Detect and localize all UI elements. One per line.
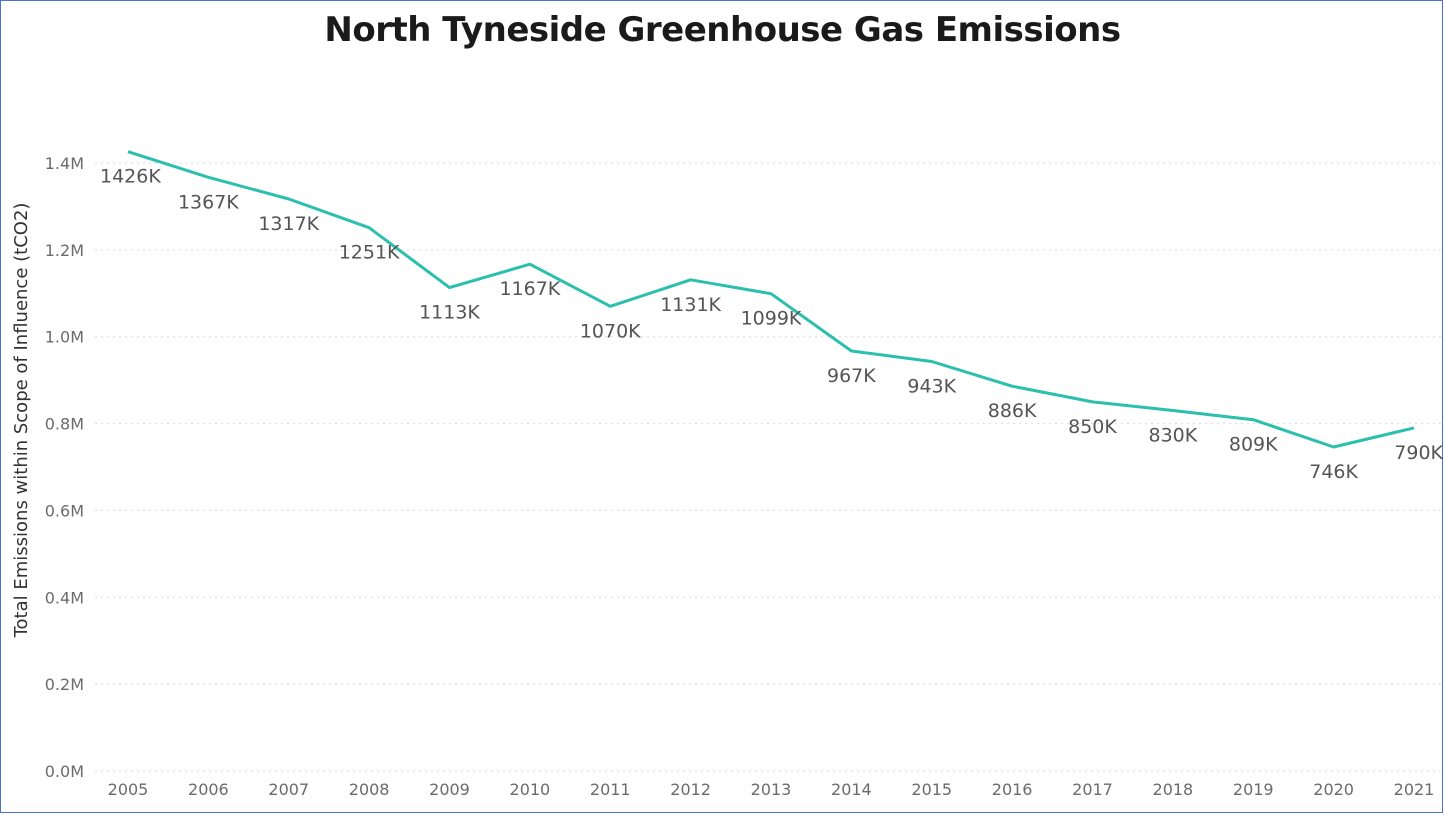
y-tick-label: 1.2M [45,241,84,260]
series-line [127,150,1415,449]
data-label: 943K [907,375,956,397]
x-tick-label: 2013 [751,780,792,799]
data-label: 850K [1068,416,1117,438]
data-label: 1099K [741,308,802,330]
x-tick-label: 2014 [831,780,872,799]
y-tick-label: 0.4M [45,588,84,607]
y-tick-label: 0.8M [45,415,84,434]
data-label: 1367K [178,191,239,213]
x-tick-label: 2015 [911,780,952,799]
data-label: 1167K [499,278,560,300]
x-axis-ticks: 2005 2006 2007 2008 2009 2010 2011 2012 2013 2014… [108,780,1435,799]
x-tick-label: 2008 [349,780,390,799]
y-tick-label: 0.6M [45,501,84,520]
data-label: 1251K [339,242,400,264]
data-label: 967K [827,365,876,387]
x-tick-label: 2007 [268,780,309,799]
y-tick-label: 0.0M [45,762,84,781]
x-tick-label: 2006 [188,780,229,799]
y-tick-label: 0.2M [45,675,84,694]
y-tick-label: 1.4M [45,154,84,173]
data-label: 746K [1309,461,1358,483]
series-line-group [127,150,1415,449]
y-axis-title: Total Emissions within Scope of Influenc… [11,203,32,639]
data-label: 1113K [419,302,480,324]
x-tick-label: 2010 [510,780,551,799]
x-tick-label: 2016 [992,780,1033,799]
data-label: 1317K [258,213,319,235]
y-axis-ticks: 0.0M 0.2M 0.4M 0.6M 0.8M 1.0M 1.2M 1.4M [45,154,84,781]
data-label: 1131K [660,294,721,316]
data-label: 1070K [580,320,641,342]
x-tick-label: 2005 [108,780,149,799]
y-tick-label: 1.0M [45,328,84,347]
data-label: 1426K [100,166,161,188]
x-tick-label: 2012 [670,780,711,799]
data-labels: 1426K 1367K 1317K 1251K 1113K 1167K 1070K 1131K… [100,166,1444,483]
data-label: 809K [1229,434,1278,456]
chart-title: North Tyneside Greenhouse Gas Emissions [324,10,1121,50]
x-tick-label: 2020 [1313,780,1354,799]
x-tick-label: 2009 [429,780,470,799]
x-tick-label: 2021 [1394,780,1435,799]
x-tick-label: 2018 [1153,780,1194,799]
x-tick-label: 2017 [1072,780,1113,799]
gridlines [95,162,1443,772]
x-tick-label: 2011 [590,780,631,799]
data-label: 886K [988,400,1037,422]
x-tick-label: 2019 [1233,780,1274,799]
data-label: 790K [1394,442,1443,464]
data-label: 830K [1149,425,1198,447]
